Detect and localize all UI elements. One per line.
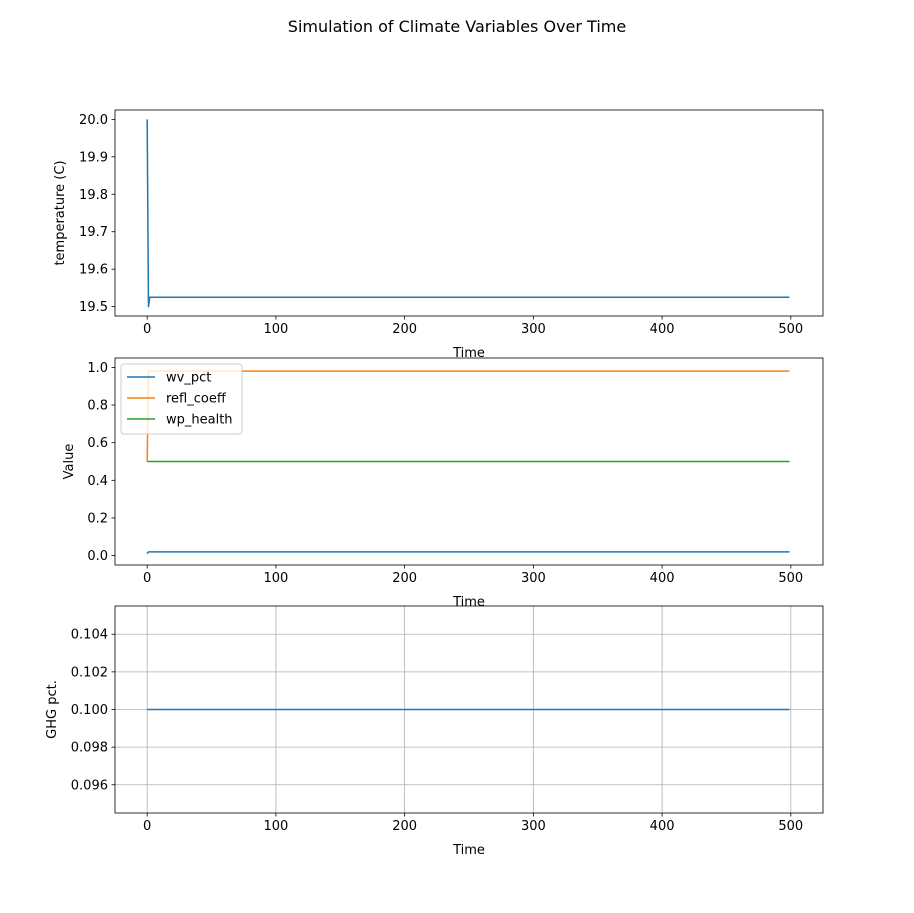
x-tick-label: 400 (650, 571, 675, 586)
x-tick-label: 400 (650, 322, 675, 337)
legend: wv_pct refl_coeff wp_health (120, 363, 243, 435)
subplot-3: 0 100 200 300 400 500 0.096 0.098 0.100 0.102 0.10… (45, 605, 824, 858)
y-tick-label: 19.8 (79, 188, 108, 203)
y-tick-label: 0.098 (71, 741, 108, 756)
series-line-series-1 (146, 119, 790, 308)
x-tick-label: 500 (778, 819, 803, 834)
y-tick-label: 0.2 (87, 511, 108, 526)
axes-frame (114, 357, 824, 566)
x-tick-label: 100 (263, 571, 288, 586)
x-tick-label: 0 (143, 571, 151, 586)
y-tick-label: 0.096 (71, 778, 108, 793)
y-tick-label: 0.8 (87, 399, 108, 414)
y-tick-label: 0.6 (87, 436, 108, 451)
x-tick-label: 200 (392, 819, 417, 834)
x-axis-label: Time (452, 346, 485, 361)
series-line-wv_pct (146, 551, 790, 555)
x-tick-label: 300 (521, 322, 546, 337)
y-tick-label: 19.9 (79, 150, 108, 165)
y-tick-label: 0.4 (87, 474, 108, 489)
subplot-2: 0 100 200 300 400 500 0.0 0.2 0.4 0.6 0.8 1.0 Time Va… (62, 357, 824, 610)
x-tick-label: 100 (263, 819, 288, 834)
x-tick-label: 400 (650, 819, 675, 834)
x-tick-label: 300 (521, 571, 546, 586)
y-tick-label: 20.0 (79, 113, 108, 128)
legend-label-refl_coeff: refl_coeff (166, 392, 227, 407)
y-axis-label: Value (62, 444, 77, 480)
x-tick-label: 500 (778, 322, 803, 337)
y-tick-label: 1.0 (87, 361, 108, 376)
y-tick-label: 19.6 (79, 263, 108, 278)
x-tick-label: 0 (143, 322, 151, 337)
axes-layer: 0 100 200 300 400 500 19.5 19.6 19.7 19.8 19.9 20.0… (45, 109, 824, 858)
x-tick-label: 100 (263, 322, 288, 337)
x-axis-label: Time (452, 843, 485, 858)
legend-box (120, 363, 243, 435)
y-tick-label: 0.100 (71, 703, 108, 718)
y-tick-label: 0.102 (71, 665, 108, 680)
axes-frame (114, 109, 824, 317)
subplot-1: 0 100 200 300 400 500 19.5 19.6 19.7 19.8 19.9 20.0… (53, 109, 824, 361)
y-tick-label: 0.104 (71, 628, 108, 643)
figure-title: Simulation of Climate Variables Over Tim… (288, 17, 626, 36)
x-tick-label: 200 (392, 322, 417, 337)
x-axis-label: Time (452, 595, 485, 610)
y-axis-label: GHG pct. (45, 680, 60, 739)
y-tick-label: 0.0 (87, 549, 108, 564)
legend-label-wv_pct: wv_pct (166, 371, 211, 386)
y-axis-label: temperature (C) (53, 160, 68, 265)
y-tick-label: 19.5 (79, 300, 108, 315)
x-tick-label: 200 (392, 571, 417, 586)
x-tick-label: 300 (521, 819, 546, 834)
legend-label-wp_health: wp_health (166, 413, 233, 428)
y-tick-label: 19.7 (79, 225, 108, 240)
x-tick-label: 500 (778, 571, 803, 586)
x-tick-label: 0 (143, 819, 151, 834)
